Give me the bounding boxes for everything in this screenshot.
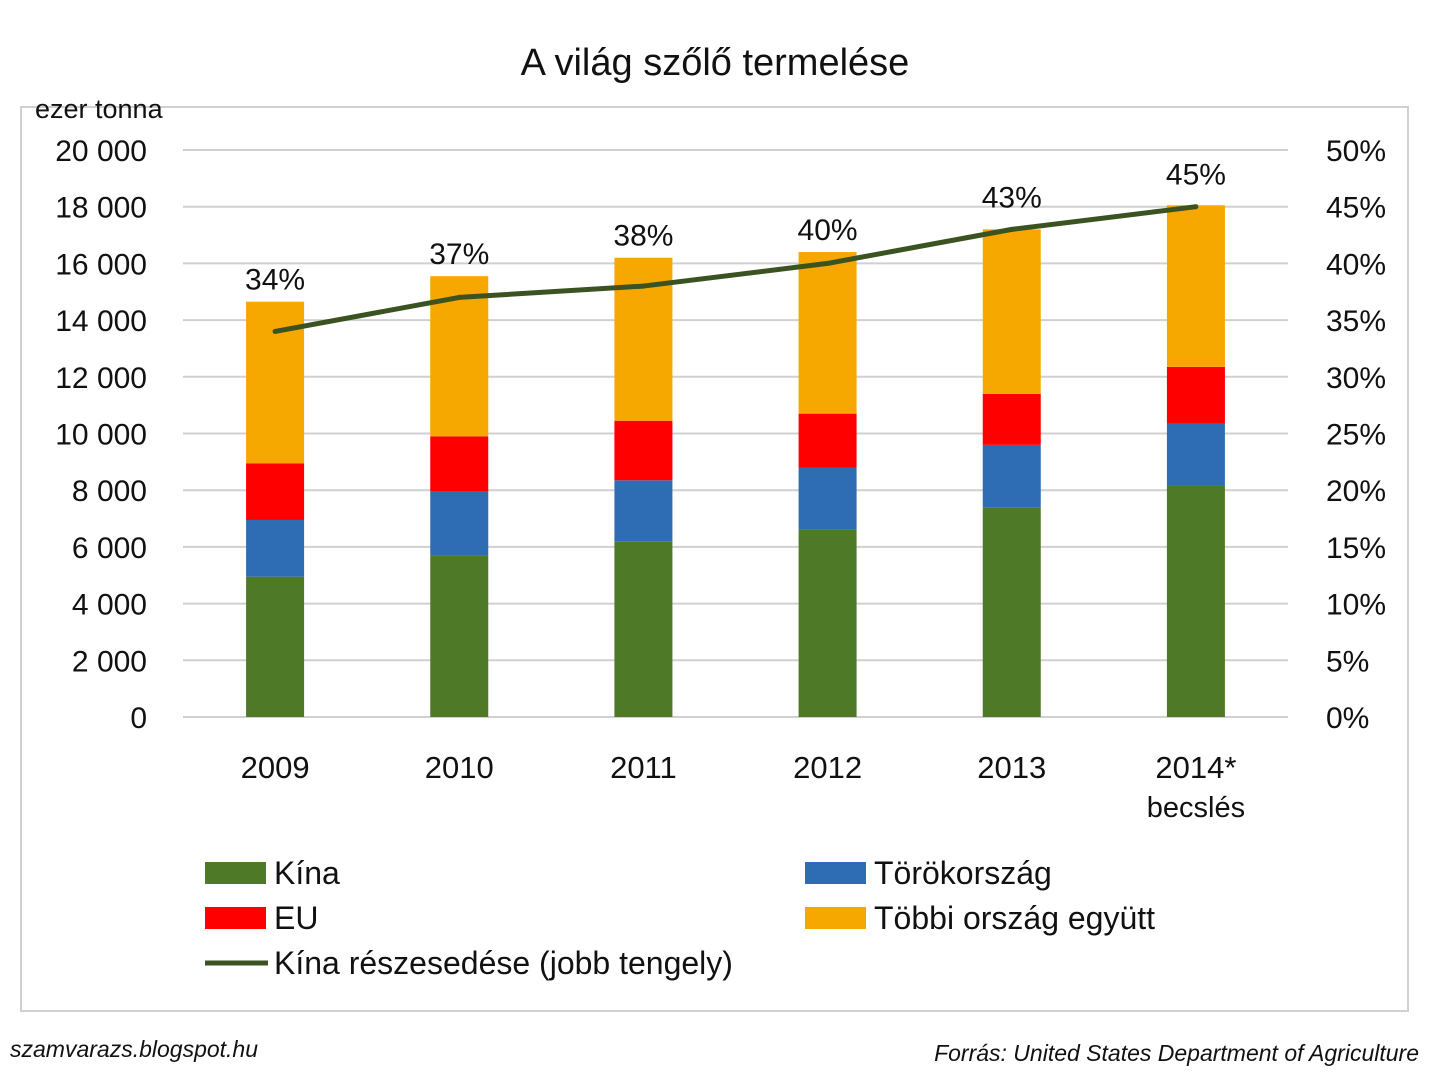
y-tick-label: 20 000: [55, 135, 147, 168]
y-tick-label: 18 000: [55, 192, 147, 225]
share-line-point: [1009, 226, 1015, 232]
chart-title: A világ szőlő termelése: [521, 42, 910, 84]
bar-segment: [982, 444, 1041, 508]
bar-segment: [614, 480, 673, 542]
legend: Kína Törökország EU Többi ország együtt Kína…: [205, 855, 1155, 981]
bar-segment: [798, 529, 857, 717]
bar-segment: [614, 420, 673, 481]
y2-tick-label: 35%: [1326, 305, 1386, 338]
bar-segment: [246, 463, 305, 520]
x-tick-label: 2012: [793, 750, 862, 785]
x-tick-label: 2009: [241, 750, 310, 785]
bar-segment: [430, 555, 489, 717]
bar-segment: [1166, 205, 1225, 367]
y2-tick-label: 5%: [1326, 645, 1369, 678]
chart-texts: A világ szőlő termelése ezer tonna 20 000 1…: [35, 42, 1386, 824]
bar-segment: [1166, 423, 1225, 486]
y2-tick-label: 40%: [1326, 248, 1386, 281]
share-data-label: 43%: [982, 181, 1042, 214]
x-tick-label: 2011: [610, 750, 677, 785]
legend-label: Kína: [274, 855, 340, 891]
bar-segment: [430, 436, 489, 492]
y-tick-label: 0: [130, 702, 147, 735]
share-data-label: 38%: [613, 220, 673, 253]
bar-segment: [430, 491, 489, 556]
y-tick-label: 2 000: [72, 645, 147, 678]
y2-tick-label: 20%: [1326, 475, 1386, 508]
bar-segment: [1166, 485, 1225, 717]
x-tick-label: 2014*: [1155, 750, 1236, 785]
source-credit-label: Forrás: United States Department of Agri…: [934, 1040, 1419, 1066]
bar-segment: [982, 507, 1041, 717]
share-data-label: 37%: [429, 238, 489, 271]
share-line-group: [272, 204, 1199, 334]
share-line-point: [456, 294, 462, 300]
share-line-point: [640, 283, 646, 289]
bar-segment: [798, 252, 857, 414]
legend-label: Törökország: [874, 855, 1052, 891]
legend-label: EU: [274, 900, 318, 936]
y2-tick-label: 30%: [1326, 362, 1386, 395]
legend-swatch: [805, 907, 866, 929]
share-line-point: [825, 260, 831, 266]
y-axis-unit-label: ezer tonna: [35, 94, 164, 124]
y-tick-label: 12 000: [55, 362, 147, 395]
bar-segment: [798, 413, 857, 468]
x-tick-label: 2010: [425, 750, 494, 785]
bar-segment: [246, 519, 305, 577]
legend-swatch: [805, 862, 866, 884]
share-line-point: [272, 328, 278, 334]
y2-tick-label: 0%: [1326, 702, 1369, 735]
legend-swatch: [205, 862, 266, 884]
bar-segment: [982, 229, 1041, 394]
y2-tick-label: 10%: [1326, 589, 1386, 622]
bar-segment: [246, 576, 305, 717]
share-data-label: 45%: [1166, 159, 1226, 192]
source-blog-label: szamvarazs.blogspot.hu: [10, 1036, 259, 1062]
share-line: [274, 204, 1197, 334]
bar-segment: [798, 467, 857, 530]
x-tick-sublabel: becslés: [1147, 792, 1245, 824]
bar-segment: [614, 541, 673, 717]
y-tick-label: 14 000: [55, 305, 147, 338]
legend-swatch: [205, 907, 266, 929]
gridlines: [183, 149, 1288, 718]
y-tick-label: 4 000: [72, 589, 147, 622]
y-tick-label: 8 000: [72, 475, 147, 508]
share-data-label: 40%: [798, 214, 858, 247]
x-tick-label: 2013: [977, 750, 1046, 785]
y-tick-label: 16 000: [55, 248, 147, 281]
y2-tick-label: 45%: [1326, 192, 1386, 225]
y-tick-label: 10 000: [55, 419, 147, 452]
y2-tick-label: 50%: [1326, 135, 1386, 168]
legend-label: Többi ország együtt: [874, 900, 1155, 936]
legend-label: Kína részesedése (jobb tengely): [274, 945, 733, 981]
bar-segment: [982, 393, 1041, 445]
y2-tick-label: 25%: [1326, 419, 1386, 452]
bar-segment: [1166, 366, 1225, 424]
share-data-label: 34%: [245, 264, 305, 297]
share-line-point: [1193, 204, 1199, 210]
y2-tick-label: 15%: [1326, 532, 1386, 565]
y-tick-label: 6 000: [72, 532, 147, 565]
